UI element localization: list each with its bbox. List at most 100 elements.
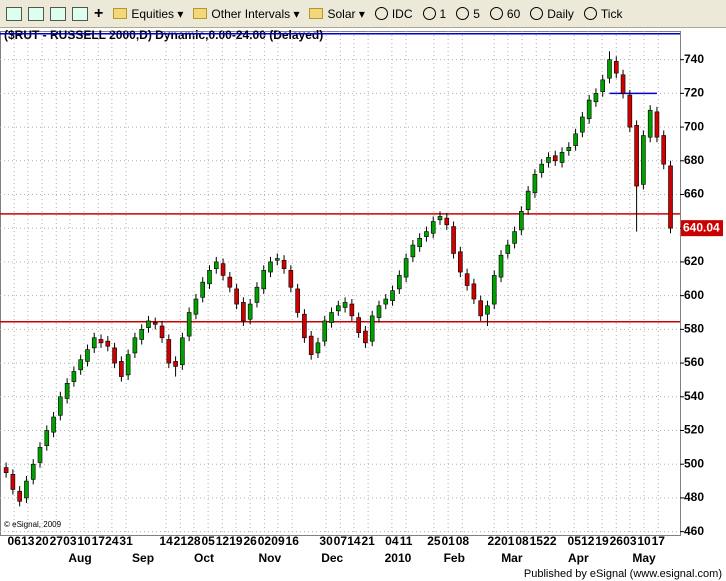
candle-body: [376, 305, 382, 318]
x-tick-label: 22: [488, 534, 502, 548]
candle-body: [369, 315, 375, 342]
candle-body: [471, 283, 477, 300]
candle-body: [627, 94, 633, 128]
x-tick-label: 10: [637, 534, 651, 548]
candle-body: [458, 251, 463, 273]
candle-body: [200, 281, 206, 298]
month-label: Oct: [194, 551, 214, 565]
month-label: Apr: [568, 551, 589, 565]
last-price-label: 640.04: [683, 220, 720, 234]
candle-body: [410, 244, 416, 258]
candle-body: [491, 275, 497, 305]
candle-body: [254, 286, 260, 303]
x-tick-label: 17: [652, 534, 666, 548]
toolbar-icon[interactable]: [72, 6, 88, 21]
candle-body: [336, 305, 341, 312]
toolbar: + Equities ▾ Other Intervals ▾ Solar ▾ I…: [0, 0, 726, 28]
y-tick-label: 740: [684, 52, 704, 66]
candle-body: [342, 302, 348, 308]
candle-body: [3, 467, 9, 473]
x-tick-label: 21: [174, 534, 188, 548]
candle-body: [37, 447, 43, 463]
y-tick-label: 600: [684, 288, 704, 302]
y-tick-label: 700: [684, 119, 704, 133]
candle-body: [505, 244, 511, 254]
candle-body: [302, 313, 307, 339]
toolbar-label: Equities: [131, 6, 175, 21]
y-tick-label: 520: [684, 423, 704, 437]
candle-body: [64, 382, 70, 399]
candle-body: [139, 329, 144, 340]
toolbar-button[interactable]: Other Intervals ▾: [193, 7, 299, 21]
footer: Published by eSignal (www.esignal.com): [524, 568, 722, 580]
y-tick-label: 580: [684, 322, 704, 336]
candle-body: [498, 254, 504, 278]
toolbar-icon[interactable]: [6, 6, 22, 21]
candle-body: [451, 226, 456, 254]
x-tick-label: 14: [159, 534, 173, 548]
toolbar-label: 60: [506, 6, 521, 21]
candle-body: [98, 339, 104, 344]
toolbar-button[interactable]: Tick: [583, 6, 623, 21]
candle-body: [437, 216, 443, 221]
candle-body: [173, 361, 178, 367]
y-tick-label: 660: [684, 187, 704, 201]
x-tick-label: 05: [201, 534, 215, 548]
toolbar-icon[interactable]: [50, 6, 66, 21]
candle-body: [654, 111, 660, 138]
x-tick-label: 25: [427, 534, 441, 548]
month-label: Feb: [444, 551, 465, 565]
toolbar-button[interactable]: Equities ▾: [113, 7, 183, 21]
candle-body: [566, 147, 572, 151]
x-tick-label: 17: [92, 534, 106, 548]
candle-body: [85, 349, 90, 362]
candle-body: [234, 288, 239, 305]
toolbar-button[interactable]: 60: [489, 6, 521, 21]
y-tick-label: 540: [684, 389, 704, 403]
x-tick-label: 16: [286, 534, 300, 548]
candle-body: [607, 59, 612, 79]
y-tick-label: 460: [684, 524, 704, 538]
candle-body: [661, 135, 667, 165]
chart-title: ($RUT - RUSSELL 2000,D) Dynamic,0.00-24.…: [4, 28, 323, 42]
y-tick-label: 560: [684, 355, 704, 369]
candle-body: [613, 61, 619, 74]
candle-body: [241, 302, 246, 322]
candle-body: [247, 303, 253, 320]
x-tick-label: 22: [543, 534, 557, 548]
x-tick-label: 26: [610, 534, 624, 548]
candle-body: [288, 270, 294, 288]
candle-body: [119, 361, 124, 377]
candle-body: [268, 261, 273, 273]
candle-body: [552, 155, 558, 162]
toolbar-button[interactable]: Daily: [530, 7, 574, 21]
x-tick-label: 03: [63, 534, 77, 548]
toolbar-button[interactable]: IDC: [374, 6, 413, 21]
candle-body: [525, 190, 531, 210]
candle-body: [532, 173, 538, 194]
candle-body: [641, 135, 646, 185]
add-button[interactable]: +: [94, 4, 104, 22]
toolbar-label: IDC: [391, 6, 413, 21]
toolbar-label: 1: [439, 6, 447, 21]
x-tick-label: 11: [400, 534, 413, 548]
candle-body: [193, 298, 199, 315]
x-tick-label: 03: [623, 534, 637, 548]
candle-body: [227, 276, 233, 288]
toolbar-icon[interactable]: [28, 6, 44, 21]
candle-body: [620, 74, 626, 94]
y-tick-label: 720: [684, 86, 704, 100]
y-tick-label: 620: [684, 254, 704, 268]
x-tick-label: 12: [216, 534, 230, 548]
candle-body: [91, 337, 97, 349]
toolbar-button[interactable]: 5: [456, 7, 480, 21]
toolbar-label: Tick: [600, 6, 623, 21]
toolbar-button[interactable]: Solar ▾: [309, 7, 365, 21]
candle-body: [634, 125, 639, 187]
x-tick-label: 15: [530, 534, 544, 548]
toolbar-button[interactable]: 1: [422, 6, 447, 21]
x-tick-label: 26: [243, 534, 257, 548]
candle-body: [159, 325, 165, 339]
candle-body: [478, 300, 483, 317]
